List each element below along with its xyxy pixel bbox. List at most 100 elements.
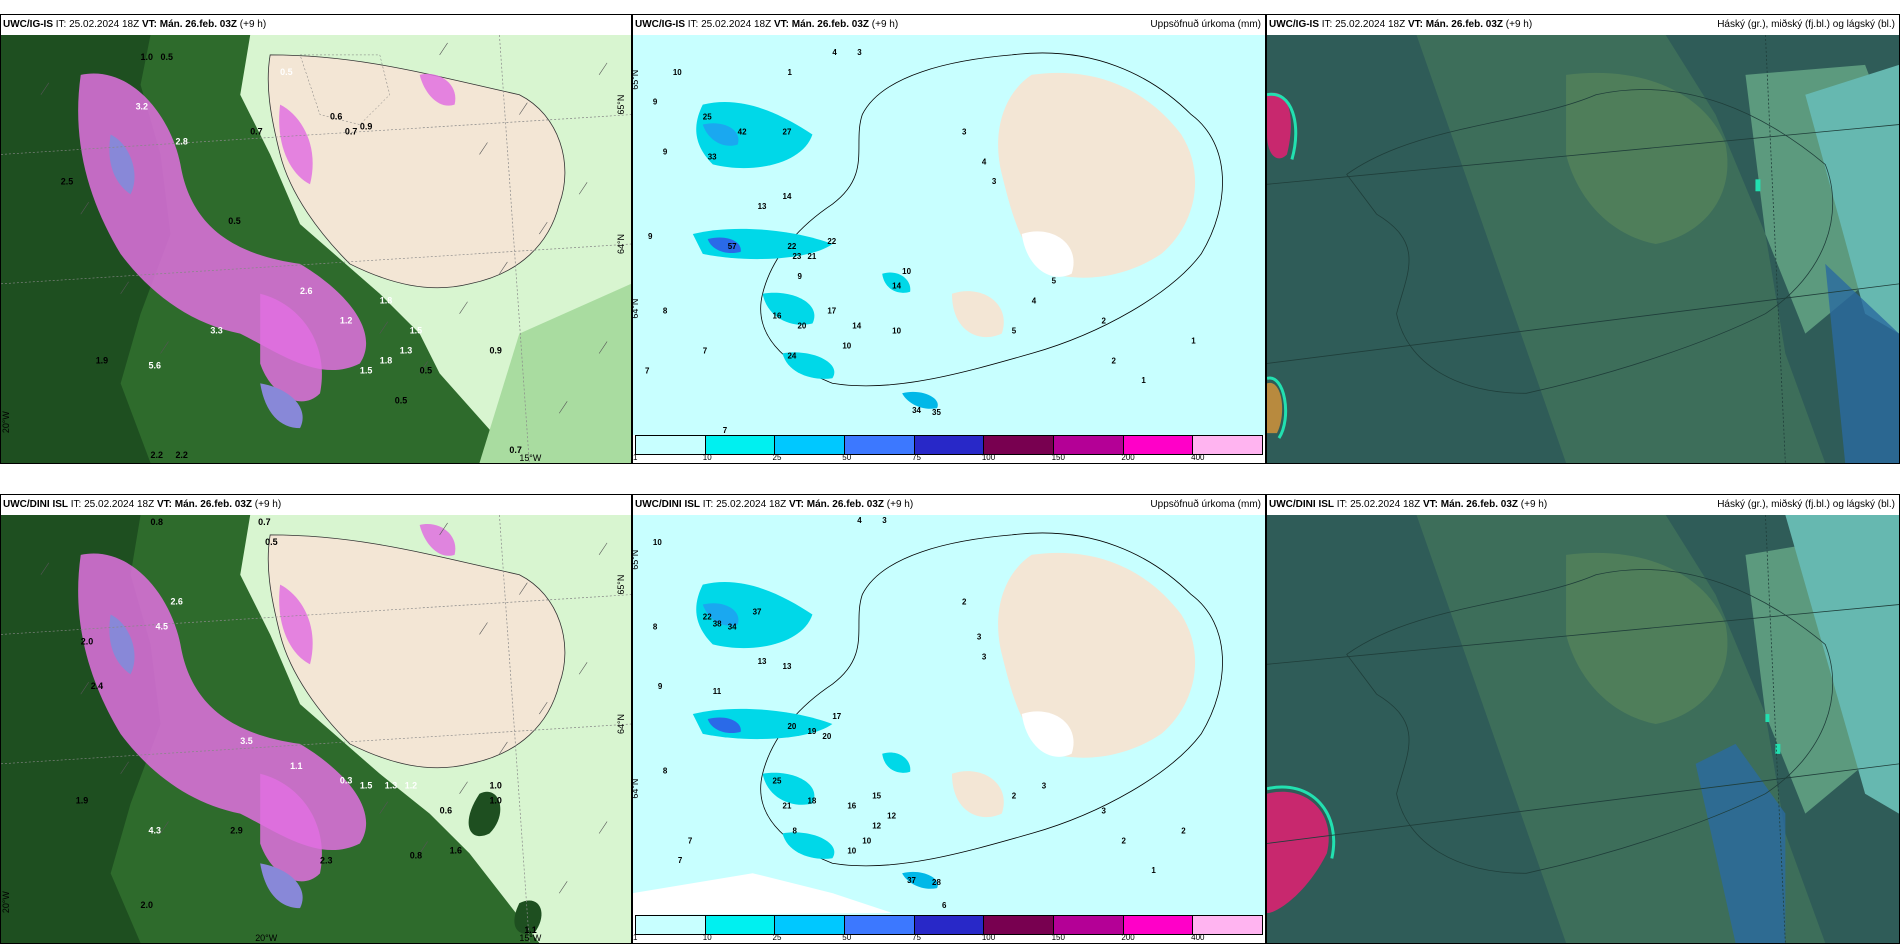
colorbar-tick: 400 [1191, 453, 1205, 462]
value-label: 2.5 [61, 176, 73, 186]
value-label: 3.5 [240, 736, 252, 746]
value-label: 42 [738, 128, 747, 137]
value-label: 0.5 [420, 365, 432, 375]
value-label: 2 [1102, 317, 1107, 326]
value-label: 17 [832, 712, 841, 721]
value-label: 0.5 [228, 216, 240, 226]
value-label: 7 [645, 366, 650, 375]
value-label: 25 [703, 113, 712, 122]
value-label: 0.6 [440, 806, 452, 816]
value-label: 1.9 [76, 796, 88, 806]
value-label: 4 [832, 48, 837, 57]
value-label: 2 [962, 598, 967, 607]
value-label: 8 [792, 826, 797, 835]
value-label: 0.8 [410, 850, 422, 860]
value-label: 1.3 [400, 346, 412, 356]
lat-label: 65°N [633, 70, 640, 90]
value-label: 0.9 [360, 122, 372, 132]
colorbar-tick: 200 [1121, 933, 1135, 942]
value-label: 10 [653, 538, 662, 547]
colorbar-tick: 25 [772, 933, 782, 942]
value-label: 20 [797, 322, 806, 331]
colorbar-swatch [914, 916, 985, 934]
colorbar-tick: 50 [842, 933, 852, 942]
value-label: 3 [962, 128, 967, 137]
value-label: 10 [862, 836, 871, 845]
cloud-title: Háský (gr.), miðský (fj.bl.) og lágský (… [1717, 499, 1895, 510]
value-label: 4 [857, 516, 862, 525]
value-label: 3 [992, 177, 997, 186]
value-label: 1.0 [489, 796, 501, 806]
value-label: 0.6 [330, 112, 342, 122]
value-label: 4.5 [156, 621, 168, 631]
value-label: 1 [1151, 866, 1156, 875]
value-label: 10 [902, 267, 911, 276]
colorbar-swatch [636, 436, 706, 454]
value-label: 6 [942, 901, 947, 910]
value-label: 3 [1102, 807, 1107, 816]
value-label: 8 [663, 767, 668, 776]
value-label: 16 [773, 312, 782, 321]
value-label: 2.4 [91, 681, 103, 691]
colorbar-swatch [1123, 436, 1194, 454]
value-label: 22 [788, 242, 797, 251]
value-label: 2.6 [300, 286, 312, 296]
colorbar-swatch [636, 916, 706, 934]
value-label: 7 [688, 836, 693, 845]
value-label: 1 [1141, 376, 1146, 385]
value-label: 1.5 [410, 326, 422, 336]
lat-label: 65°N [616, 575, 626, 595]
value-label: 2.9 [230, 826, 242, 836]
value-label: 0.7 [258, 517, 270, 527]
value-label: 4 [1032, 297, 1037, 306]
value-label: 0.9 [489, 346, 501, 356]
colorbar-swatch [1054, 916, 1124, 934]
lon-label: 15°W [519, 933, 542, 943]
value-label: 15 [872, 792, 881, 801]
colorbar-swatch [775, 916, 846, 934]
value-label: 3 [977, 632, 982, 641]
value-label: 11 [713, 687, 722, 696]
value-label: 12 [872, 821, 881, 830]
lon-label: 20°W [1, 411, 11, 434]
colorbar-tick: 1 [633, 933, 638, 942]
colorbar-swatch [914, 436, 985, 454]
precip-map: 10 9 9 9 8 7 7 7 4 3 1 25 42 33 27 14 13… [633, 35, 1265, 435]
value-label: 4.3 [149, 826, 161, 836]
value-label: 9 [658, 682, 663, 691]
value-label: 1.9 [96, 355, 108, 365]
colorbar-swatch [705, 436, 776, 454]
colorbar-tick: 25 [772, 453, 782, 462]
panel-header: UWC/IG-IS IT: 25.02.2024 18Z VT: Mán. 26… [1, 15, 631, 35]
colorbar-swatch [1123, 916, 1194, 934]
colorbar-boxes [635, 435, 1263, 455]
value-label: 27 [783, 128, 792, 137]
value-label: 14 [892, 282, 901, 291]
value-label: 24 [788, 351, 797, 360]
colorbar-ticks: 1 10 25 50 75 100 150 200 400 [633, 453, 1263, 463]
colorbar-swatch [845, 436, 915, 454]
wind-precip-map: 65°N 64°N 15°W 20°W 20°W 0.8 0.7 0.5 2.6… [1, 515, 631, 943]
colorbar: 1 10 25 50 75 100 150 200 400 [633, 435, 1265, 463]
value-label: 1.2 [405, 781, 417, 791]
lat-label: 64°N [616, 234, 626, 254]
value-label: 9 [797, 272, 802, 281]
value-label: 20 [788, 722, 797, 731]
value-label: 0.7 [250, 127, 262, 137]
value-label: 14 [783, 192, 792, 201]
value-label: 57 [728, 242, 737, 251]
colorbar-tick: 200 [1121, 453, 1135, 462]
value-label: 34 [728, 622, 737, 631]
colorbar-tick: 75 [912, 453, 921, 462]
value-label: 8 [663, 307, 668, 316]
colorbar-swatch [1054, 436, 1124, 454]
colorbar-ticks: 1 10 25 50 75 100 150 200 400 [633, 933, 1263, 943]
precip-panel-top: UWC/IG-IS IT: 25.02.2024 18Z VT: Mán. 26… [632, 14, 1266, 464]
colorbar-swatch [705, 916, 776, 934]
panel-header: UWC/DINI ISL IT: 25.02.2024 18Z VT: Mán.… [633, 495, 1265, 515]
colorbar-tick: 10 [702, 933, 712, 942]
value-label: 3 [882, 516, 887, 525]
value-label: 2.2 [151, 450, 163, 460]
value-label: 10 [892, 327, 901, 336]
value-label: 7 [723, 426, 728, 435]
